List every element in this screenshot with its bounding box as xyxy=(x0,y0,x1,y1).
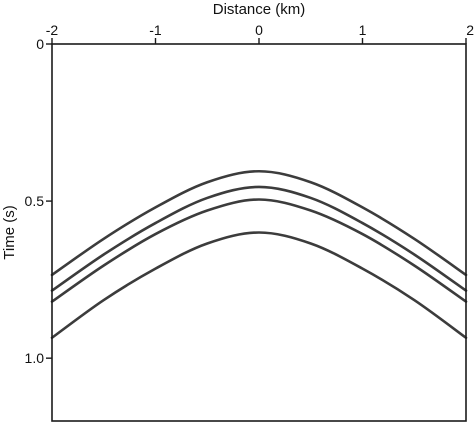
y-tick-label: 1.0 xyxy=(25,350,45,366)
x-tick-label: -2 xyxy=(46,22,59,38)
x-tick-label: 0 xyxy=(255,22,263,38)
x-axis-title: Distance (km) xyxy=(213,1,306,18)
y-tick-label: 0 xyxy=(36,36,44,52)
reflection-curve-1 xyxy=(50,169,468,277)
y-tick-label: 0.5 xyxy=(25,193,45,209)
reflection-curves xyxy=(50,169,468,340)
reflection-curve-2 xyxy=(50,185,468,292)
y-axis-ticks: 0 0.5 1.0 xyxy=(25,36,52,366)
reflection-curve-3 xyxy=(50,198,468,303)
plot-frame xyxy=(51,43,467,422)
reflection-curve-4 xyxy=(50,231,468,340)
x-tick-label: -1 xyxy=(149,22,162,38)
x-tick-label: 1 xyxy=(359,22,367,38)
x-axis-ticks: -2 -1 0 1 2 xyxy=(46,22,474,44)
x-tick-label: 2 xyxy=(466,22,474,38)
y-axis-title: Time (s) xyxy=(1,205,18,259)
